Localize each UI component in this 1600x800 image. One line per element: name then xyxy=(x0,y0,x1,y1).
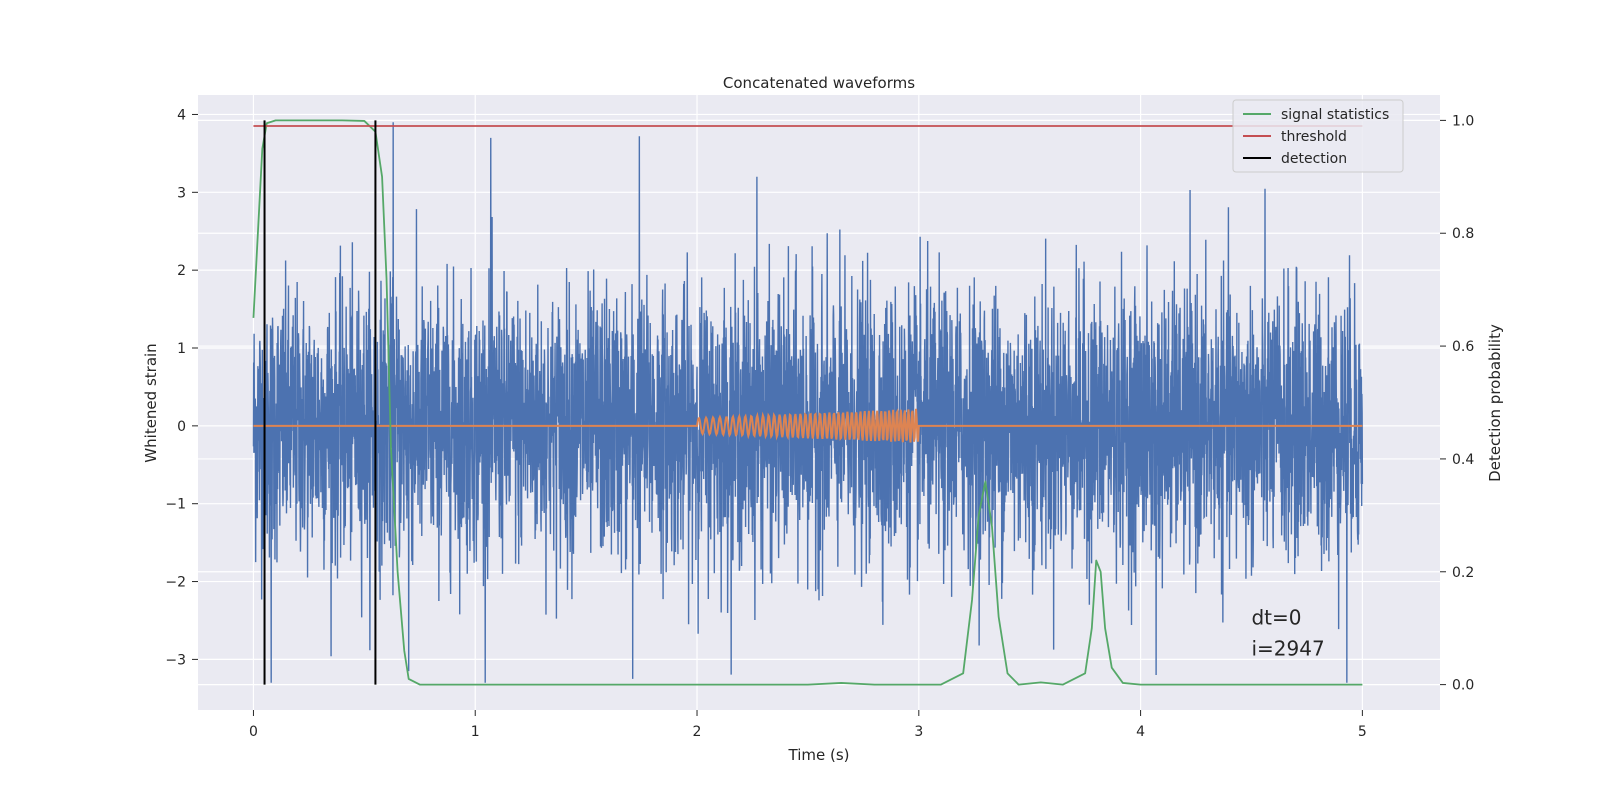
y2-tick-label: 0.4 xyxy=(1452,452,1474,468)
y2-tick-label: 0.0 xyxy=(1452,678,1474,694)
ticks: 0 1 2 3 4 5 −3 −2 −1 0 1 2 3 4 0.0 0.2 0.4 0.6 0.8 1.0 xyxy=(165,107,1474,740)
y-tick-label: −3 xyxy=(165,652,186,668)
annotation-text: i=2947 xyxy=(1251,637,1324,661)
y-tick-label: 1 xyxy=(177,341,186,357)
legend: signal statistics threshold detection xyxy=(1232,99,1404,173)
legend-label: threshold xyxy=(1281,129,1347,145)
injected-waveform-series xyxy=(253,408,1363,443)
legend-box xyxy=(1232,99,1404,173)
x-axis-label: Time (s) xyxy=(788,746,850,764)
noise-line xyxy=(252,122,1364,683)
legend-label: signal statistics xyxy=(1281,107,1389,123)
y-tick-label: −1 xyxy=(165,497,186,513)
y-axis-label: Whitened strain xyxy=(142,343,160,462)
signal-statistics-line xyxy=(252,119,1363,686)
x-tick-label: 5 xyxy=(1358,724,1367,740)
legend-label: detection xyxy=(1281,151,1347,167)
y-tick-label: 4 xyxy=(177,107,186,123)
noise-series xyxy=(252,122,1364,683)
annotations: dt=0 i=2947 xyxy=(1251,605,1324,660)
x-tick-label: 3 xyxy=(914,724,923,740)
y2-tick-label: 0.2 xyxy=(1452,565,1474,581)
y2-axis-label: Detection probability xyxy=(1486,324,1504,482)
y2-tick-label: 1.0 xyxy=(1452,113,1474,129)
y2-tick-label: 0.8 xyxy=(1452,226,1474,242)
y-tick-label: 2 xyxy=(177,263,186,279)
x-tick-label: 0 xyxy=(249,724,258,740)
annotation-text: dt=0 xyxy=(1251,605,1301,629)
y-tick-label: −2 xyxy=(165,575,186,591)
chart-title: Concatenated waveforms xyxy=(723,74,915,92)
injected-waveform-line xyxy=(253,408,1363,443)
x-tick-label: 1 xyxy=(471,724,480,740)
x-tick-label: 2 xyxy=(693,724,702,740)
x-tick-label: 4 xyxy=(1136,724,1145,740)
y-tick-label: 0 xyxy=(177,419,186,435)
y2-tick-label: 0.6 xyxy=(1452,339,1474,355)
y-tick-label: 3 xyxy=(177,185,186,201)
probability-series xyxy=(252,119,1363,686)
